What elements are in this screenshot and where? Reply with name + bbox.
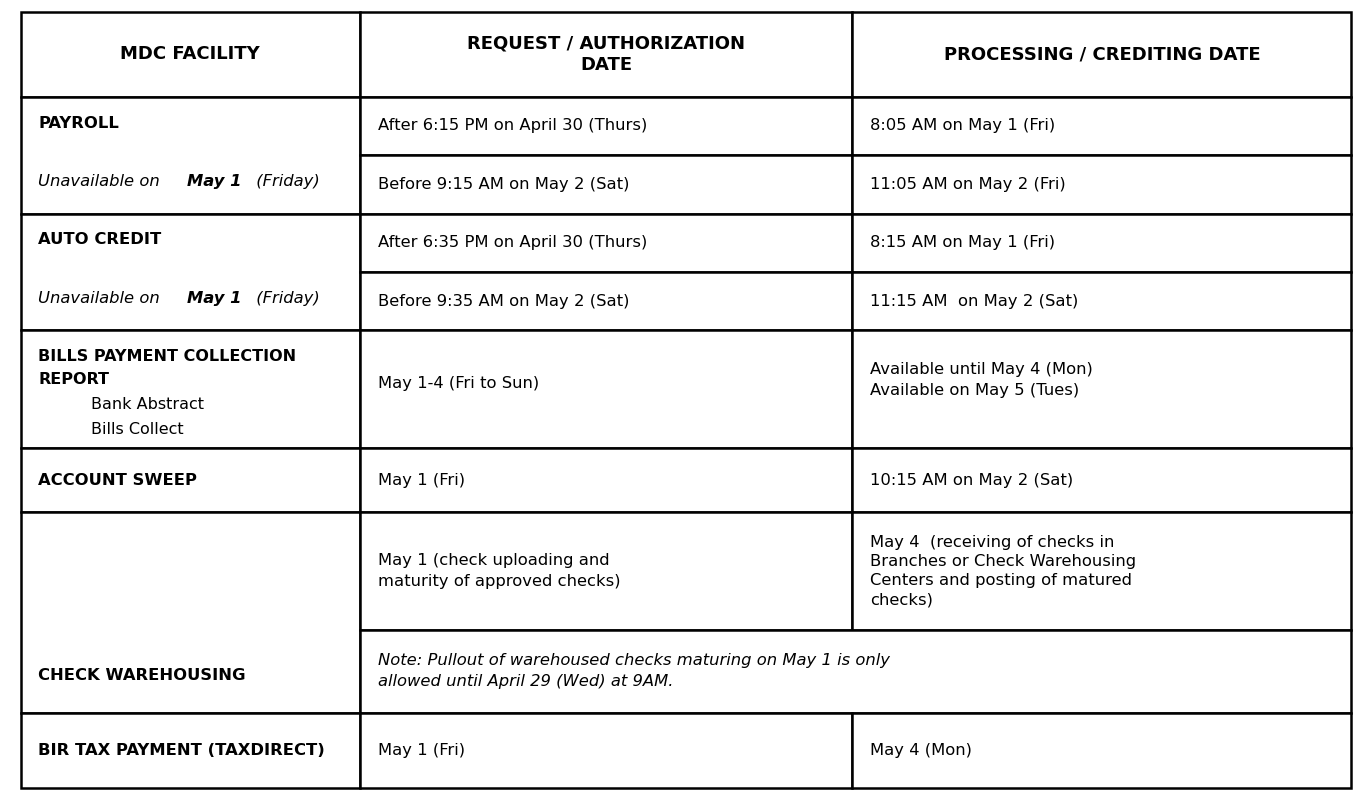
Text: May 4  (receiving of checks in
Branches or Check Warehousing
Centers and posting: May 4 (receiving of checks in Branches o… [870, 534, 1136, 607]
Text: REPORT: REPORT [38, 372, 110, 387]
Bar [852, 512, 1351, 630]
Text: AUTO CREDIT: AUTO CREDIT [38, 232, 162, 247]
Text: After 6:35 PM on April 30 (Thurs): After 6:35 PM on April 30 (Thurs) [377, 235, 648, 250]
Text: After 6:15 PM on April 30 (Thurs): After 6:15 PM on April 30 (Thurs) [377, 118, 648, 134]
Text: May 1: May 1 [187, 290, 241, 306]
Text: May 1 (Fri): May 1 (Fri) [377, 743, 465, 758]
Bar [21, 97, 359, 214]
Bar [21, 12, 359, 97]
Text: Unavailable on: Unavailable on [38, 290, 166, 306]
Bar [359, 272, 852, 330]
Text: 11:15 AM  on May 2 (Sat): 11:15 AM on May 2 (Sat) [870, 294, 1078, 309]
Text: (Friday): (Friday) [251, 290, 320, 306]
Bar [852, 448, 1351, 512]
Bar [852, 214, 1351, 272]
Bar [852, 97, 1351, 155]
Text: May 4 (Mon): May 4 (Mon) [870, 743, 973, 758]
Bar [359, 630, 1351, 713]
Bar [21, 448, 359, 512]
Bar [359, 214, 852, 272]
Bar [852, 713, 1351, 788]
Text: Note: Pullout of warehoused checks maturing on May 1 is only
allowed until April: Note: Pullout of warehoused checks matur… [377, 654, 890, 690]
Bar [21, 330, 359, 448]
Text: Before 9:15 AM on May 2 (Sat): Before 9:15 AM on May 2 (Sat) [377, 177, 630, 192]
Bar [852, 330, 1351, 448]
Bar [359, 713, 852, 788]
Text: May 1 (check uploading and
maturity of approved checks): May 1 (check uploading and maturity of a… [377, 553, 620, 589]
Bar [359, 512, 852, 630]
Bar [852, 272, 1351, 330]
Bar [359, 97, 852, 155]
Text: PAYROLL: PAYROLL [38, 115, 119, 130]
Bar [21, 214, 359, 330]
Text: 10:15 AM on May 2 (Sat): 10:15 AM on May 2 (Sat) [870, 473, 1073, 487]
Text: Available until May 4 (Mon)
Available on May 5 (Tues): Available until May 4 (Mon) Available on… [870, 362, 1093, 398]
Text: ACCOUNT SWEEP: ACCOUNT SWEEP [38, 473, 198, 487]
Text: BIR TAX PAYMENT (TAXDIRECT): BIR TAX PAYMENT (TAXDIRECT) [38, 743, 325, 758]
Text: Bills Collect: Bills Collect [91, 422, 184, 437]
Bar [359, 12, 852, 97]
Text: BILLS PAYMENT COLLECTION: BILLS PAYMENT COLLECTION [38, 349, 296, 363]
Text: PROCESSING / CREDITING DATE: PROCESSING / CREDITING DATE [944, 46, 1261, 63]
Bar [359, 448, 852, 512]
Text: MDC FACILITY: MDC FACILITY [121, 46, 261, 63]
Text: CHECK WAREHOUSING: CHECK WAREHOUSING [38, 668, 246, 683]
Bar [359, 330, 852, 448]
Bar [852, 155, 1351, 214]
Text: 8:15 AM on May 1 (Fri): 8:15 AM on May 1 (Fri) [870, 235, 1055, 250]
Text: May 1 (Fri): May 1 (Fri) [377, 473, 465, 487]
Text: Bank Abstract: Bank Abstract [91, 398, 203, 412]
Text: 8:05 AM on May 1 (Fri): 8:05 AM on May 1 (Fri) [870, 118, 1055, 134]
Bar [21, 713, 359, 788]
Text: May 1-4 (Fri to Sun): May 1-4 (Fri to Sun) [377, 376, 539, 390]
Text: REQUEST / AUTHORIZATION
DATE: REQUEST / AUTHORIZATION DATE [466, 34, 745, 74]
Bar [359, 155, 852, 214]
Text: Unavailable on: Unavailable on [38, 174, 166, 189]
Bar [852, 12, 1351, 97]
Text: May 1: May 1 [187, 174, 241, 189]
Text: 11:05 AM on May 2 (Fri): 11:05 AM on May 2 (Fri) [870, 177, 1066, 192]
Bar [21, 512, 359, 713]
Text: Before 9:35 AM on May 2 (Sat): Before 9:35 AM on May 2 (Sat) [377, 294, 630, 309]
Text: (Friday): (Friday) [251, 174, 320, 189]
